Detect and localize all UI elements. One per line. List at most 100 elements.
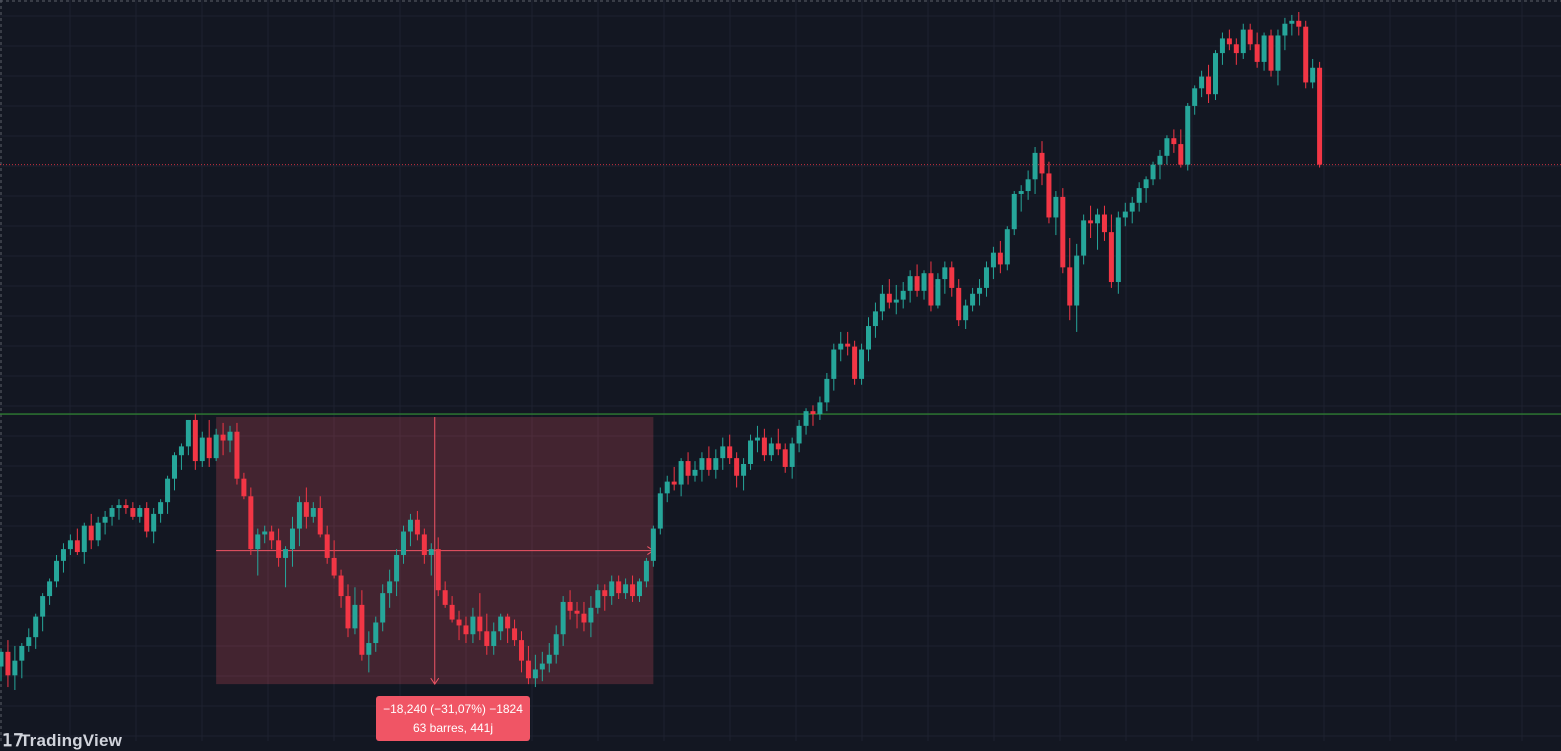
candle-up	[713, 458, 719, 470]
candle-down	[761, 437, 767, 456]
candle-down	[671, 481, 677, 485]
candle-down	[1039, 152, 1045, 174]
candle-up	[1240, 29, 1246, 54]
candle-up	[907, 276, 913, 291]
candle-up	[560, 601, 566, 635]
candle-up	[789, 443, 795, 467]
candle-down	[435, 549, 441, 591]
candle-up	[838, 343, 844, 350]
candle-down	[1067, 267, 1073, 306]
candle-up	[283, 549, 289, 558]
candle-up	[428, 549, 434, 555]
candle-up	[817, 402, 823, 415]
candle-up	[172, 455, 177, 479]
candle-up	[109, 508, 115, 517]
candle-up	[54, 560, 60, 582]
candle-down	[123, 505, 129, 509]
candle-down	[324, 534, 330, 558]
candle-up	[1095, 214, 1101, 224]
candle-down	[512, 628, 518, 641]
candle-up	[1136, 188, 1142, 203]
candle-up	[33, 616, 39, 638]
candle-down	[449, 604, 455, 620]
candle-up	[796, 425, 802, 444]
candle-up	[650, 528, 656, 561]
candle-up	[803, 411, 809, 426]
candle-down	[484, 631, 490, 646]
candle-up	[692, 469, 698, 476]
candle-down	[734, 458, 740, 476]
candle-down	[206, 437, 212, 459]
candle-up	[935, 279, 941, 306]
candle-down	[331, 557, 337, 576]
candle-down	[519, 640, 524, 661]
candle-down	[241, 478, 247, 497]
candle-up	[213, 434, 219, 459]
candle-up	[741, 464, 747, 476]
candle-down	[442, 590, 448, 605]
tradingview-watermark[interactable]: 𝟣𝟩TradingView	[2, 731, 122, 751]
candle-up	[380, 593, 386, 623]
candle-up	[19, 645, 25, 661]
candle-up	[1081, 220, 1087, 256]
candle-down	[463, 625, 469, 635]
candle-down	[581, 613, 587, 623]
candle-down	[630, 584, 636, 597]
candle-down	[1233, 44, 1239, 54]
candle-up	[983, 267, 989, 288]
candle-up	[394, 554, 400, 582]
candle-down	[782, 449, 788, 467]
candle-up	[498, 616, 504, 632]
candle-down	[886, 293, 892, 303]
measure-down-arrow	[430, 677, 440, 686]
candle-down	[928, 273, 934, 306]
candle-up	[963, 305, 969, 321]
candle-up	[1150, 164, 1156, 180]
candle-up	[60, 549, 66, 561]
candle-up	[532, 669, 538, 679]
candle-down	[144, 508, 150, 532]
candle-up	[1011, 193, 1017, 230]
candle-down	[852, 346, 858, 379]
candle-up	[81, 525, 87, 553]
candle-down	[616, 581, 622, 594]
candle-down	[949, 267, 955, 288]
candle-up	[748, 440, 754, 464]
candle-down	[845, 343, 851, 347]
candle-up	[831, 349, 837, 379]
candle-down	[234, 431, 240, 479]
candle-up	[1074, 255, 1080, 306]
candle-up	[1219, 38, 1225, 54]
candle-up	[470, 616, 476, 635]
candle-down	[567, 601, 573, 611]
candle-down	[130, 508, 136, 517]
candle-down	[602, 590, 608, 597]
candle-down	[685, 461, 691, 476]
candle-down	[248, 496, 254, 550]
candle-up	[768, 443, 774, 456]
measure-tool-area[interactable]	[216, 417, 655, 686]
candle-up	[47, 581, 53, 597]
candle-up	[1192, 88, 1198, 106]
candle-down	[192, 419, 198, 462]
candle-up	[352, 604, 358, 629]
candle-down	[914, 276, 920, 291]
candle-down	[1254, 44, 1260, 62]
candle-up	[977, 287, 983, 294]
candle-up	[1129, 202, 1135, 212]
candle-up	[0, 651, 4, 667]
candle-down	[414, 519, 420, 535]
candle-down	[1101, 214, 1107, 233]
candle-up	[970, 293, 976, 306]
candle-up	[158, 502, 164, 514]
candle-up	[699, 458, 705, 470]
candle-up	[595, 590, 601, 608]
candle-up	[1157, 155, 1163, 165]
candle-down	[1088, 220, 1094, 224]
candle-down	[727, 446, 733, 459]
candle-down	[303, 502, 309, 517]
candle-up	[1025, 179, 1031, 192]
candle-up	[1032, 152, 1038, 180]
